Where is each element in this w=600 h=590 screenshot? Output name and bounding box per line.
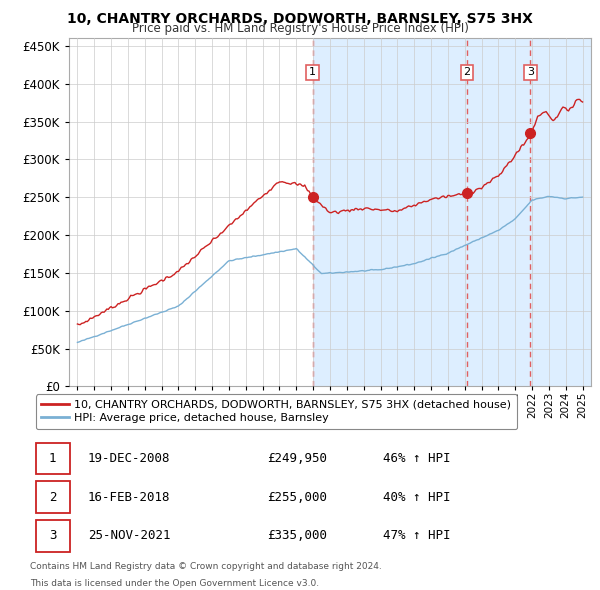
Text: 47% ↑ HPI: 47% ↑ HPI: [383, 529, 451, 542]
Bar: [313, 38, 467, 386]
Text: 46% ↑ HPI: 46% ↑ HPI: [383, 452, 451, 465]
Text: 10, CHANTRY ORCHARDS, DODWORTH, BARNSLEY, S75 3HX: 10, CHANTRY ORCHARDS, DODWORTH, BARNSLEY…: [67, 12, 533, 26]
Text: £249,950: £249,950: [268, 452, 328, 465]
Bar: [467, 38, 530, 386]
Text: 3: 3: [49, 529, 56, 542]
Text: 2: 2: [49, 490, 56, 504]
Bar: [530, 38, 591, 386]
FancyBboxPatch shape: [35, 442, 70, 474]
Text: 19-DEC-2008: 19-DEC-2008: [88, 452, 170, 465]
Text: 1: 1: [309, 67, 316, 77]
Text: 25-NOV-2021: 25-NOV-2021: [88, 529, 170, 542]
Text: 2: 2: [463, 67, 470, 77]
Text: Contains HM Land Registry data © Crown copyright and database right 2024.: Contains HM Land Registry data © Crown c…: [30, 562, 382, 572]
Legend: 10, CHANTRY ORCHARDS, DODWORTH, BARNSLEY, S75 3HX (detached house), HPI: Average: 10, CHANTRY ORCHARDS, DODWORTH, BARNSLEY…: [35, 394, 517, 429]
Text: 3: 3: [527, 67, 534, 77]
Text: 16-FEB-2018: 16-FEB-2018: [88, 490, 170, 504]
Text: £255,000: £255,000: [268, 490, 328, 504]
Text: 1: 1: [49, 452, 56, 465]
Text: 40% ↑ HPI: 40% ↑ HPI: [383, 490, 451, 504]
Text: Price paid vs. HM Land Registry's House Price Index (HPI): Price paid vs. HM Land Registry's House …: [131, 22, 469, 35]
FancyBboxPatch shape: [35, 520, 70, 552]
Text: This data is licensed under the Open Government Licence v3.0.: This data is licensed under the Open Gov…: [30, 579, 319, 588]
Text: £335,000: £335,000: [268, 529, 328, 542]
FancyBboxPatch shape: [35, 481, 70, 513]
